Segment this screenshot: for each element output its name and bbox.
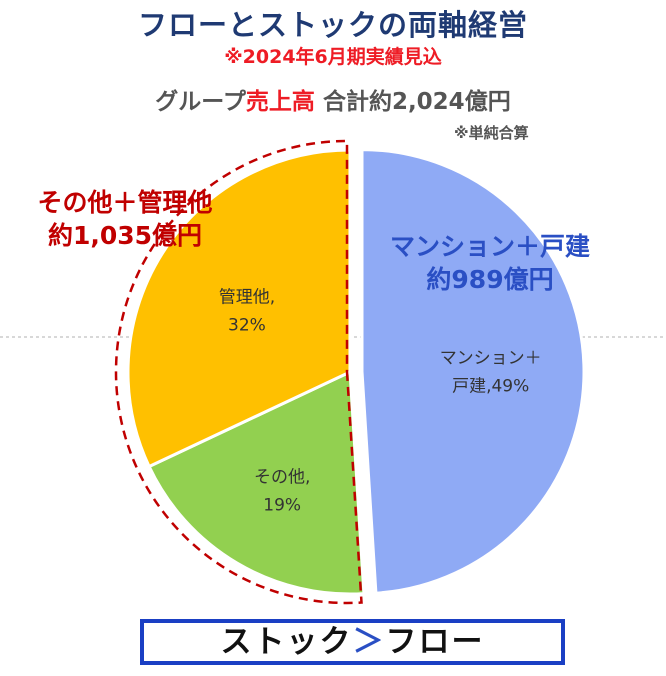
pie-label-2-line2: 32% (228, 316, 266, 336)
pie-label-0: マンション＋ 戸建,49% (440, 349, 542, 397)
sales-total: 合計約2,024億円 (322, 89, 511, 115)
pie-label-1-line1: その他, (254, 468, 310, 488)
footnote: ※単純合算 (454, 124, 529, 142)
pie-label-2: 管理他, 32% (219, 288, 275, 336)
pie-slice-1 (147, 369, 366, 596)
annotation-stock-label: その他＋管理他 (37, 188, 213, 217)
banner-symbol: ＞ (352, 624, 386, 660)
chart-subtitle: ※2024年6月期実績見込 (224, 46, 442, 68)
sales-prefix: グループ (155, 89, 246, 115)
banner-flow: フロー (385, 624, 485, 660)
annotation-flow: マンション＋戸建 約989億円 (360, 230, 620, 296)
comparison-banner: ストック＞フロー (140, 619, 565, 665)
sales-summary: グループ売上高 合計約2,024億円 (0, 82, 666, 116)
pie-label-0-line2: 戸建,49% (452, 377, 529, 397)
sales-highlight: 売上高 (245, 89, 315, 115)
pie-label-1: その他, 19% (254, 468, 310, 516)
pie-label-1-line2: 19% (263, 496, 301, 516)
annotation-flow-amount: 約989億円 (426, 265, 554, 294)
pie-slice-0 (360, 148, 586, 595)
annotation-stock-amount: 約1,035億円 (47, 221, 203, 250)
pie-label-2-line1: 管理他, (219, 288, 275, 308)
pie-label-0-line1: マンション＋ (440, 349, 542, 369)
annotation-flow-label: マンション＋戸建 (389, 232, 590, 261)
annotation-stock: その他＋管理他 約1,035億円 (14, 186, 236, 252)
chart-title: フローとストックの両軸経営 (137, 8, 528, 42)
banner-stock: ストック (220, 624, 353, 660)
pie-slice-2 (126, 148, 352, 469)
stock-group-outline (114, 139, 363, 605)
